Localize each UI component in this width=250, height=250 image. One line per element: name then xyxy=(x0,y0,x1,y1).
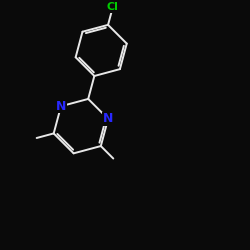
Text: N: N xyxy=(103,112,113,125)
Text: N: N xyxy=(56,100,66,113)
Text: Cl: Cl xyxy=(107,2,119,12)
